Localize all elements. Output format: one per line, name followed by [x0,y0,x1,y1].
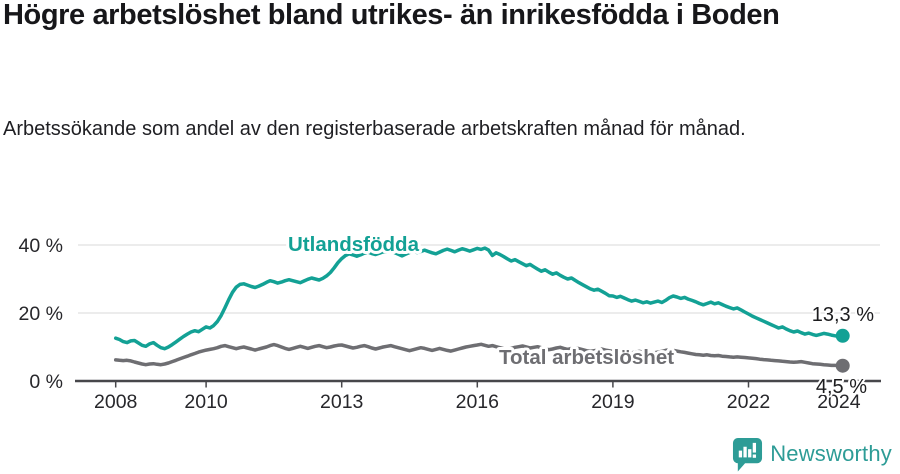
newsworthy-brand-text: Newsworthy [770,441,892,466]
logo-bar-chart-glyph [738,442,757,458]
x-axis-tick-label: 2019 [591,391,634,413]
chart-title: Högre arbetslöshet bland utrikes- än inr… [3,0,780,31]
y-axis-tick-label: 20 % [19,303,63,325]
chart-subtitle: Arbetssökande som andel av den registerb… [3,118,746,140]
x-axis-tick-label: 2013 [320,391,363,413]
series-end-dot-total [835,358,850,373]
x-axis-tick-label: 2008 [94,391,137,413]
series-line-total [113,342,845,368]
series-label-utlandsfodda: Utlandsfödda [288,233,420,256]
end-value-label-total: 4,5 % [816,376,867,398]
x-axis-tick-label: 2022 [727,391,770,413]
x-axis-tick-label: 2024 [817,391,861,413]
y-axis-tick-label: 0 % [29,371,63,393]
series-line-utlandsfodda [113,246,845,351]
y-axis-tick-label: 40 % [19,235,63,257]
series-label-total: Total arbetslöshet [499,346,674,369]
series-end-dot-utlandsfodda [835,328,850,343]
end-value-label-utlandsfodda: 13,3 % [812,304,874,326]
x-axis-tick-label: 2016 [456,391,499,413]
newsworthy-logo-icon [733,437,763,471]
x-axis-tick-label: 2010 [184,391,228,413]
newsworthy-logo: Newsworthy [732,436,892,472]
